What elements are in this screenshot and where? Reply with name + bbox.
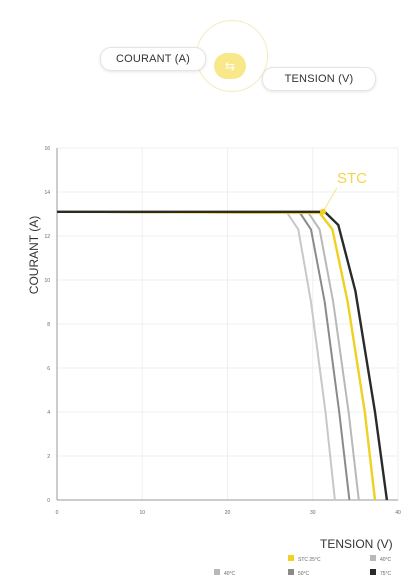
chart-axes <box>56 148 398 501</box>
x-tick-label: 20 <box>225 510 231 516</box>
x-tick-label: 30 <box>310 510 316 516</box>
legend-label: 40°C <box>224 571 236 577</box>
x-axis-title: TENSION (V) <box>320 537 393 551</box>
stc-annotation: STC <box>337 170 367 187</box>
y-tick-label: 4 <box>47 410 50 416</box>
x-tick-label: 10 <box>139 510 145 516</box>
legend-label: 75°C <box>380 571 392 577</box>
chart-grid <box>56 147 399 501</box>
y-tick-label: 10 <box>44 278 50 284</box>
legend-label: 50°C <box>298 571 310 577</box>
series-line-4 <box>57 210 389 501</box>
y-tick-label: 8 <box>47 322 50 328</box>
series-line-0 <box>56 210 336 501</box>
legend-swatch <box>370 555 376 561</box>
y-tick-label: 16 <box>44 146 50 152</box>
y-tick-label: 2 <box>47 454 50 460</box>
x-tick-label: 0 <box>56 510 59 516</box>
courant-label-pill: COURANT (A) <box>100 47 206 71</box>
tension-label-pill: TENSION (V) <box>262 67 376 91</box>
stc-point <box>319 208 326 215</box>
legend-label: 40°C <box>380 557 392 563</box>
y-axis-title: COURANT (A) <box>27 216 41 294</box>
chart-ticks: 0 2 4 6 8 10 12 14 16 0 10 20 30 40 <box>44 146 401 516</box>
arrow-badge-icon: ⇆ <box>214 53 246 79</box>
y-tick-label: 0 <box>47 498 50 504</box>
y-tick-label: 14 <box>44 190 50 196</box>
y-tick-label: 12 <box>44 234 50 240</box>
legend-swatch <box>370 569 376 575</box>
chart-series <box>56 187 389 501</box>
legend-swatch <box>288 555 294 561</box>
tension-label: TENSION (V) <box>284 73 354 85</box>
series-line-1 <box>56 210 351 501</box>
y-tick-label: 6 <box>47 366 50 372</box>
stc-pointer-line <box>322 187 338 213</box>
courant-label: COURANT (A) <box>115 53 191 65</box>
legend-label: STC 25°C <box>298 557 321 563</box>
x-tick-label: 40 <box>395 510 401 516</box>
series-line-3 <box>56 210 377 501</box>
legend-swatch <box>214 569 220 575</box>
series-line-2 <box>56 210 360 501</box>
chart-legend: 40°C STC 25°C 40°C 50°C 75°C <box>214 555 392 577</box>
legend-swatch <box>288 569 294 575</box>
